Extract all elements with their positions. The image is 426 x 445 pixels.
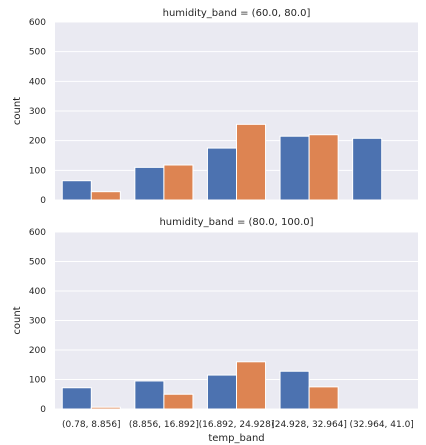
- y-tick-label: 600: [29, 228, 46, 238]
- bar: [163, 164, 194, 201]
- x-tick-label: (0.78, 8.856]: [62, 420, 121, 430]
- chart-panel-2: 0 100 200 300 400 500 600 humidity_band = (80.0…: [12, 217, 418, 444]
- bar: [236, 361, 267, 410]
- y-tick-label: 400: [29, 287, 46, 297]
- bar: [134, 166, 165, 201]
- bar: [308, 386, 339, 410]
- y-tick-label: 400: [29, 77, 46, 87]
- y-axis-label: count: [12, 97, 23, 125]
- y-tick-label: 200: [29, 346, 46, 356]
- bar: [90, 191, 121, 201]
- y-tick-label: 300: [29, 107, 46, 117]
- bar: [61, 180, 92, 201]
- x-tick-label: (32.964, 41.0]: [350, 420, 414, 430]
- chart-panel-1: 0 100 200 300 400 500 600 humidity_band = (60.0…: [12, 8, 418, 206]
- bar: [90, 406, 121, 410]
- bar: [308, 134, 339, 201]
- y-tick-label: 200: [29, 137, 46, 147]
- bar: [61, 387, 92, 410]
- y-tick-label: 100: [29, 376, 46, 386]
- x-tick-label: (8.856, 16.892]: [129, 420, 199, 430]
- panel-title: humidity_band = (80.0, 100.0]: [159, 217, 313, 228]
- bar: [279, 370, 310, 410]
- bar: [279, 135, 310, 201]
- y-tick-label: 0: [40, 405, 46, 415]
- y-tick-label: 500: [29, 258, 46, 268]
- bar: [236, 123, 267, 201]
- y-tick-label: 100: [29, 166, 46, 176]
- bar: [206, 147, 238, 201]
- y-axis-label: count: [12, 306, 23, 334]
- y-tick-label: 500: [29, 48, 46, 58]
- bar: [206, 374, 238, 410]
- bar: [352, 137, 383, 201]
- panel-title: humidity_band = (60.0, 80.0]: [163, 8, 311, 19]
- bar: [163, 393, 194, 410]
- x-axis-label: temp_band: [208, 433, 264, 444]
- x-tick-label: (24.928, 32.964]: [271, 420, 347, 430]
- x-tick-label: (16.892, 24.928]: [199, 420, 275, 430]
- bar: [134, 380, 165, 410]
- y-tick-label: 0: [40, 196, 46, 206]
- y-tick-label: 600: [29, 18, 46, 28]
- y-tick-label: 300: [29, 317, 46, 327]
